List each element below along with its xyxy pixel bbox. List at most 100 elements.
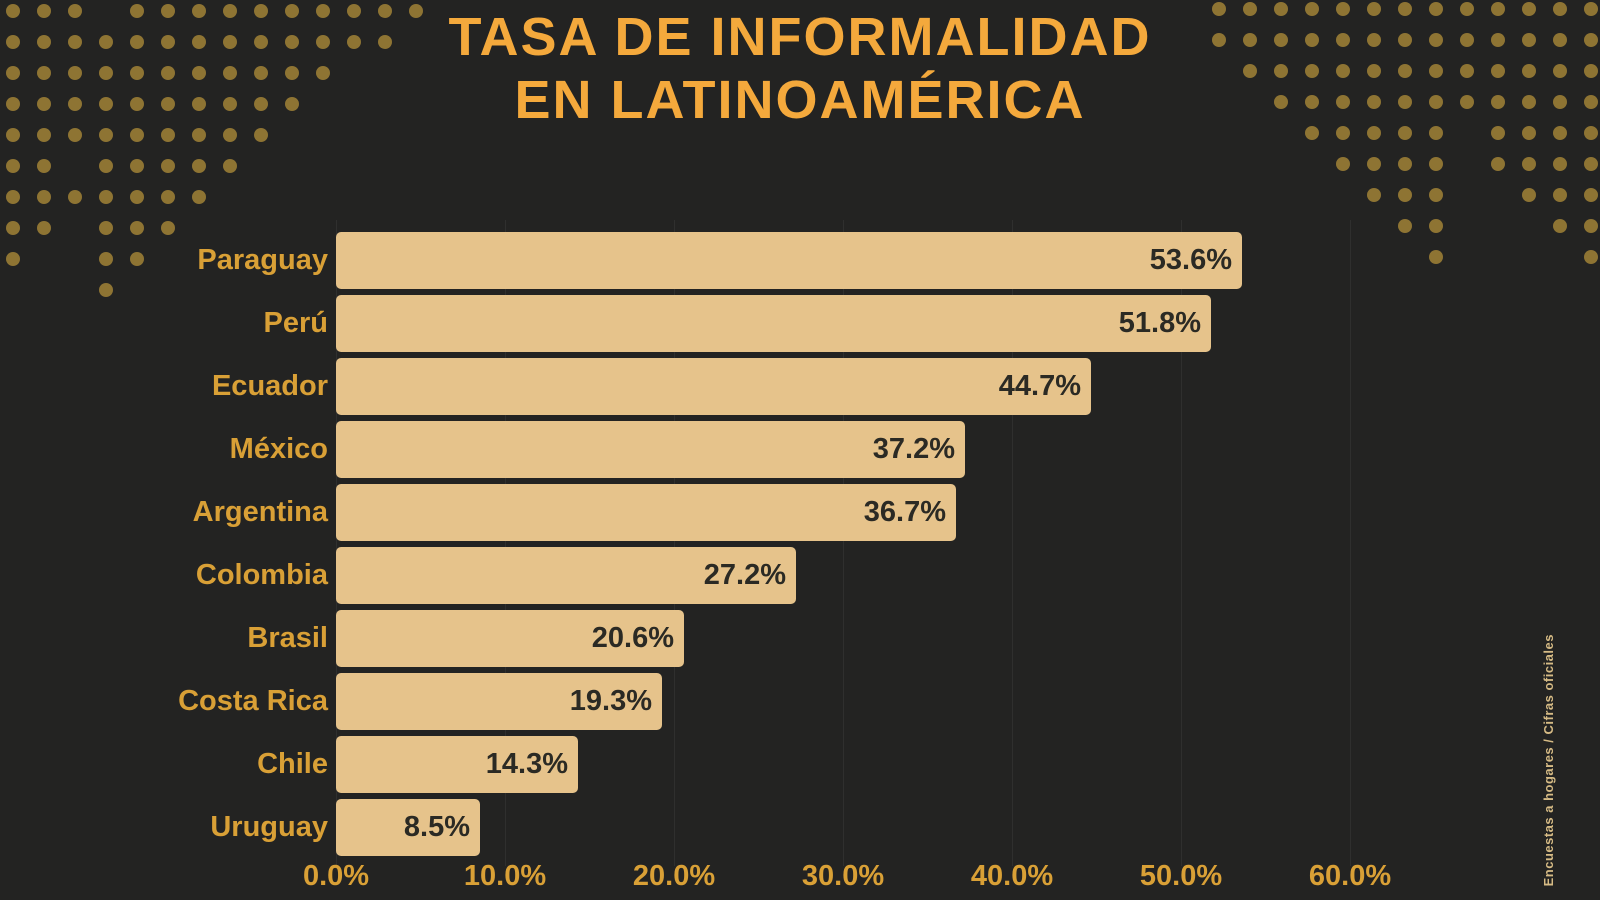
decor-dot [1367,2,1381,16]
decor-dot [1460,95,1474,109]
decor-dot [1429,188,1443,202]
x-axis-tick-label: 20.0% [632,860,716,892]
decor-dot [254,4,268,18]
bar: 51.8% [336,295,1211,352]
decor-dot [1584,95,1598,109]
decor-dot [1429,219,1443,233]
decor-dot [37,66,51,80]
decor-dot [161,4,175,18]
bar-row: Argentina 36.7% [150,484,1480,541]
decor-dot [316,66,330,80]
gridline [505,220,506,866]
decor-dot [68,4,82,18]
decor-dot [161,128,175,142]
decor-dot [1429,126,1443,140]
decor-dot [1367,33,1381,47]
decor-dot [6,252,20,266]
decor-dot [1367,126,1381,140]
bar-track: 51.8% [336,295,1480,352]
decor-dot [99,35,113,49]
chart-title-line2: EN LATINOAMÉRICA [514,69,1086,130]
decor-dot [1522,64,1536,78]
decor-dot [285,97,299,111]
decor-dot [37,4,51,18]
decor-dot [130,252,144,266]
decor-dot [192,4,206,18]
decor-dot [1522,126,1536,140]
decor-dot [6,97,20,111]
decor-dot [1336,2,1350,16]
decor-dot [68,128,82,142]
gridline [1181,220,1182,866]
decor-dot [1491,126,1505,140]
decor-dot [192,66,206,80]
decor-dot [1429,250,1443,264]
category-label: Perú [263,307,328,339]
decor-dot [1429,157,1443,171]
decor-dot [223,97,237,111]
decor-dot [254,66,268,80]
source-note: Encuestas a hogares / Cifras oficiales [1541,633,1556,886]
bar: 36.7% [336,484,956,541]
decor-dot [378,4,392,18]
decor-dot [68,66,82,80]
x-axis-tick-label: 60.0% [1308,860,1392,892]
decor-dot [1522,2,1536,16]
bar-row: Costa Rica 19.3% [150,673,1480,730]
value-label: 27.2% [703,559,786,591]
bar-chart: Paraguay 53.6% Perú 51.8% Ecuador 44.7% México… [150,220,1480,900]
decor-dot [1305,64,1319,78]
bar-track: 37.2% [336,421,1480,478]
decor-dot [37,97,51,111]
bar-row: México 37.2% [150,421,1480,478]
decor-dot [1398,126,1412,140]
decor-dot [316,35,330,49]
decor-dot [1274,64,1288,78]
gridline [336,220,337,866]
value-label: 53.6% [1149,244,1232,276]
decor-dot [1584,219,1598,233]
decor-dot [99,128,113,142]
bar-track: 36.7% [336,484,1480,541]
decor-dot [1398,188,1412,202]
decor-dot [37,35,51,49]
category-label: Colombia [195,559,328,591]
decor-dot [1522,95,1536,109]
bar: 27.2% [336,547,796,604]
decor-dot [1336,33,1350,47]
decor-dot [161,97,175,111]
decor-dot [285,66,299,80]
decor-dot [130,4,144,18]
chart-title: TASA DE INFORMALIDAD EN LATINOAMÉRICA [0,6,1600,131]
decor-dot [1429,2,1443,16]
decor-dot [223,4,237,18]
bar: 14.3% [336,736,578,793]
decor-dot [1398,64,1412,78]
decor-dot [192,128,206,142]
decor-dot [161,66,175,80]
gridlines [336,220,1446,866]
decor-dot [99,66,113,80]
decor-dot [130,159,144,173]
decor-dot [1398,2,1412,16]
gridline [843,220,844,866]
decor-dot [1491,33,1505,47]
chart-title-line1: TASA DE INFORMALIDAD [448,7,1152,67]
decor-dot [161,159,175,173]
decor-dot [1584,33,1598,47]
decor-dot [1553,95,1567,109]
x-axis-tick-label: 40.0% [970,860,1054,892]
bar-track: 20.6% [336,610,1480,667]
decor-dot [192,159,206,173]
bar-row: Chile 14.3% [150,736,1480,793]
decor-dot [37,128,51,142]
decor-dot [6,159,20,173]
decor-dot [1367,64,1381,78]
decor-dot [99,159,113,173]
decor-dot [1584,157,1598,171]
decor-dot [99,190,113,204]
decor-dot [223,35,237,49]
decor-dot [1336,126,1350,140]
decor-dot [1305,126,1319,140]
decor-dot [192,190,206,204]
